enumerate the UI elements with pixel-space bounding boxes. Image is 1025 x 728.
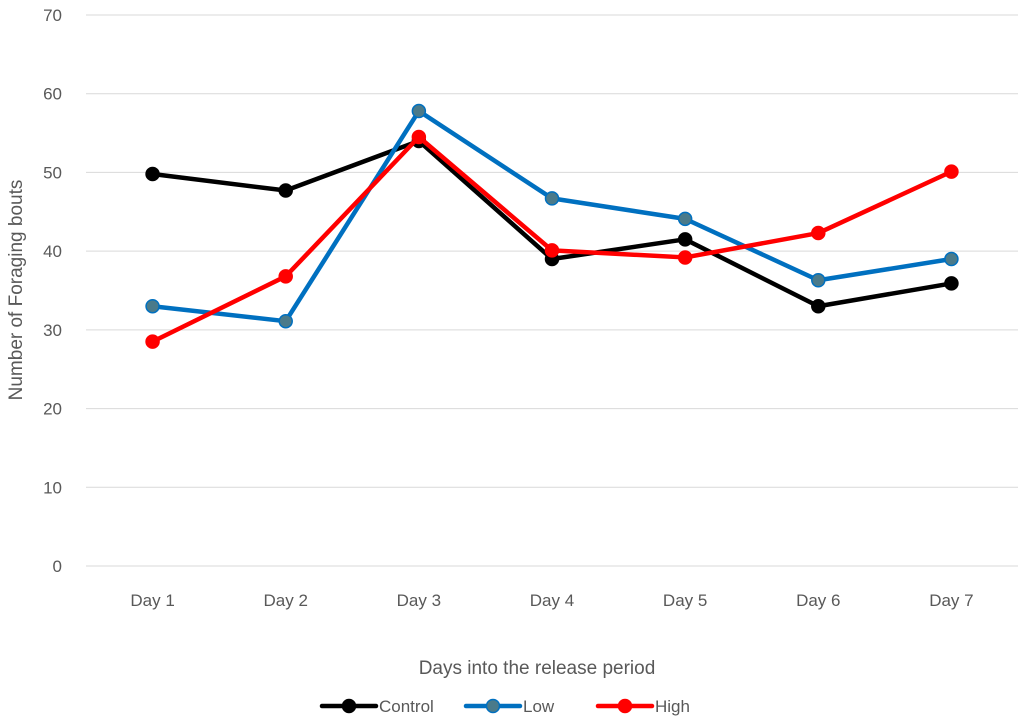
y-tick-label: 0 <box>53 557 62 576</box>
data-point <box>677 211 693 227</box>
x-tick-label: Day 7 <box>929 591 973 610</box>
data-point <box>278 269 293 284</box>
data-point <box>811 298 826 314</box>
data-point <box>677 232 693 247</box>
y-tick-label: 40 <box>43 242 62 261</box>
y-tick-label: 20 <box>43 400 62 419</box>
series-lines <box>145 103 959 349</box>
series-line <box>150 134 954 344</box>
x-tick-label: Day 2 <box>264 591 308 610</box>
data-point <box>811 225 826 241</box>
series-low <box>145 103 959 329</box>
data-point <box>944 276 959 291</box>
data-point <box>278 313 293 329</box>
legend-label: Control <box>379 697 434 716</box>
gridlines <box>86 14 1018 567</box>
series-high <box>145 129 959 349</box>
legend-marker <box>617 698 633 714</box>
y-axis-ticks: 0 10 20 30 40 50 60 70 <box>43 6 62 576</box>
legend-item-control: Control <box>319 697 434 716</box>
legend-label: Low <box>523 697 555 716</box>
series-line <box>150 108 954 324</box>
data-point <box>411 103 427 119</box>
y-tick-label: 50 <box>43 163 62 182</box>
legend: Control Low High <box>319 697 690 716</box>
y-tick-label: 70 <box>43 6 62 25</box>
series-control <box>145 133 959 314</box>
y-tick-label: 10 <box>43 478 62 497</box>
x-tick-label: Day 6 <box>796 591 840 610</box>
data-point <box>944 164 959 179</box>
x-tick-label: Day 1 <box>130 591 174 610</box>
data-point <box>544 243 560 258</box>
y-tick-label: 60 <box>43 85 62 104</box>
data-point <box>145 298 160 314</box>
legend-item-low: Low <box>463 697 555 716</box>
legend-marker <box>485 698 501 714</box>
data-point <box>145 166 160 182</box>
y-tick-label: 30 <box>43 321 62 340</box>
data-point <box>278 183 293 198</box>
x-tick-label: Day 4 <box>530 591 574 610</box>
data-point <box>944 251 959 267</box>
y-axis-title: Number of Foraging bouts <box>6 180 27 401</box>
x-tick-label: Day 5 <box>663 591 707 610</box>
data-point <box>811 273 826 288</box>
data-point <box>544 191 560 206</box>
legend-marker <box>341 698 357 714</box>
data-point <box>677 250 693 265</box>
legend-item-high: High <box>595 697 690 716</box>
data-point <box>411 129 427 145</box>
x-axis-ticks: Day 1 Day 2 Day 3 Day 4 Day 5 Day 6 Day 7 <box>130 591 973 610</box>
legend-label: High <box>655 697 690 716</box>
data-point <box>145 334 160 349</box>
x-axis-title: Days into the release period <box>419 658 656 679</box>
x-tick-label: Day 3 <box>397 591 441 610</box>
